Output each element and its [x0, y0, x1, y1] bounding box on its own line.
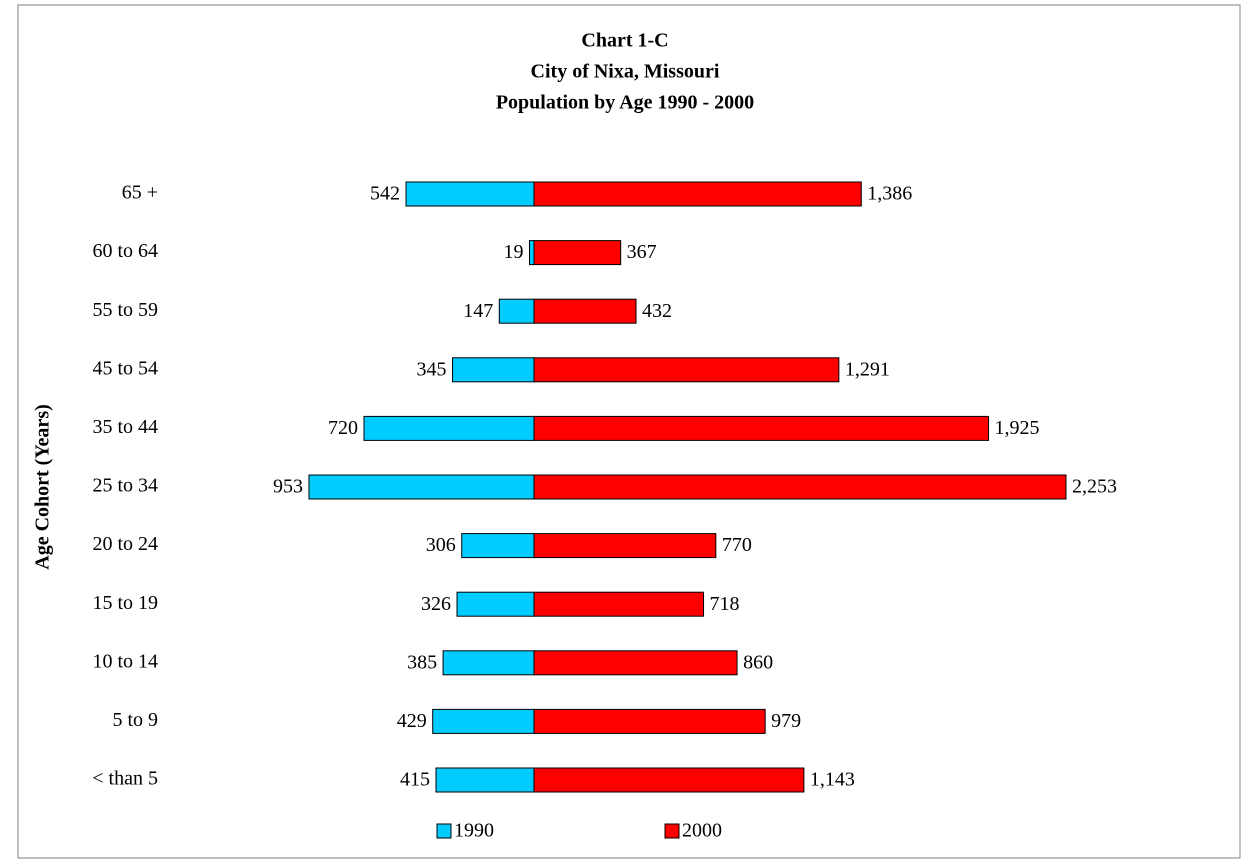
bar — [533, 591, 705, 617]
data-label: 979 — [771, 710, 801, 732]
bar — [533, 767, 805, 793]
y-tick-label: 35 to 44 — [92, 416, 158, 438]
bar — [461, 533, 535, 559]
data-label: 770 — [722, 534, 752, 556]
bar — [533, 474, 1067, 500]
bar — [498, 298, 535, 324]
bar — [529, 240, 535, 266]
legend-swatch — [436, 823, 452, 839]
legend-label: 1990 — [454, 820, 494, 842]
data-label: 860 — [743, 651, 773, 673]
y-tick-label: 10 to 14 — [92, 650, 158, 672]
data-label: 326 — [421, 593, 451, 615]
y-tick-label: < than 5 — [92, 768, 158, 790]
chart-subtitle: City of Nixa, Missouri — [531, 61, 720, 83]
bar — [533, 533, 717, 559]
bar — [533, 650, 738, 676]
bar — [456, 591, 535, 617]
data-label: 415 — [400, 769, 430, 791]
bar — [533, 298, 637, 324]
data-label: 1,143 — [810, 769, 855, 791]
data-label: 429 — [397, 710, 427, 732]
y-tick-label: 5 to 9 — [112, 709, 158, 731]
data-label: 953 — [273, 476, 303, 498]
bar — [308, 474, 535, 500]
data-label: 306 — [426, 534, 456, 556]
bar — [363, 415, 535, 441]
bar — [432, 708, 535, 734]
data-label: 718 — [710, 593, 740, 615]
data-label: 432 — [642, 300, 672, 322]
bar — [452, 357, 535, 383]
y-tick-label: 20 to 24 — [92, 533, 158, 555]
bar — [442, 650, 535, 676]
y-tick-label: 15 to 19 — [92, 592, 158, 614]
bar — [533, 415, 990, 441]
chart-subtitle: Population by Age 1990 - 2000 — [496, 92, 754, 114]
y-tick-label: 45 to 54 — [92, 357, 158, 379]
bar — [533, 708, 766, 734]
data-label: 1,386 — [867, 183, 912, 205]
data-label: 367 — [627, 241, 657, 263]
bar — [533, 240, 622, 266]
data-label: 720 — [328, 417, 358, 439]
bar — [533, 181, 862, 207]
y-tick-label: 25 to 34 — [92, 475, 158, 497]
data-label: 2,253 — [1072, 476, 1117, 498]
legend-label: 2000 — [682, 820, 722, 842]
data-label: 345 — [417, 358, 447, 380]
y-tick-label: 55 to 59 — [92, 299, 158, 321]
data-label: 147 — [463, 300, 493, 322]
data-label: 542 — [370, 183, 400, 205]
data-label: 19 — [504, 241, 524, 263]
data-label: 1,925 — [995, 417, 1040, 439]
chart-title: Chart 1-C — [581, 30, 668, 52]
data-label: 1,291 — [845, 358, 890, 380]
y-tick-label: 65 + — [122, 182, 158, 204]
y-axis-label: Age Cohort (Years) — [32, 404, 54, 570]
data-label: 385 — [407, 651, 437, 673]
bar — [533, 357, 840, 383]
y-tick-label: 60 to 64 — [92, 240, 158, 262]
legend-swatch — [664, 823, 680, 839]
bar — [435, 767, 535, 793]
bar — [405, 181, 535, 207]
